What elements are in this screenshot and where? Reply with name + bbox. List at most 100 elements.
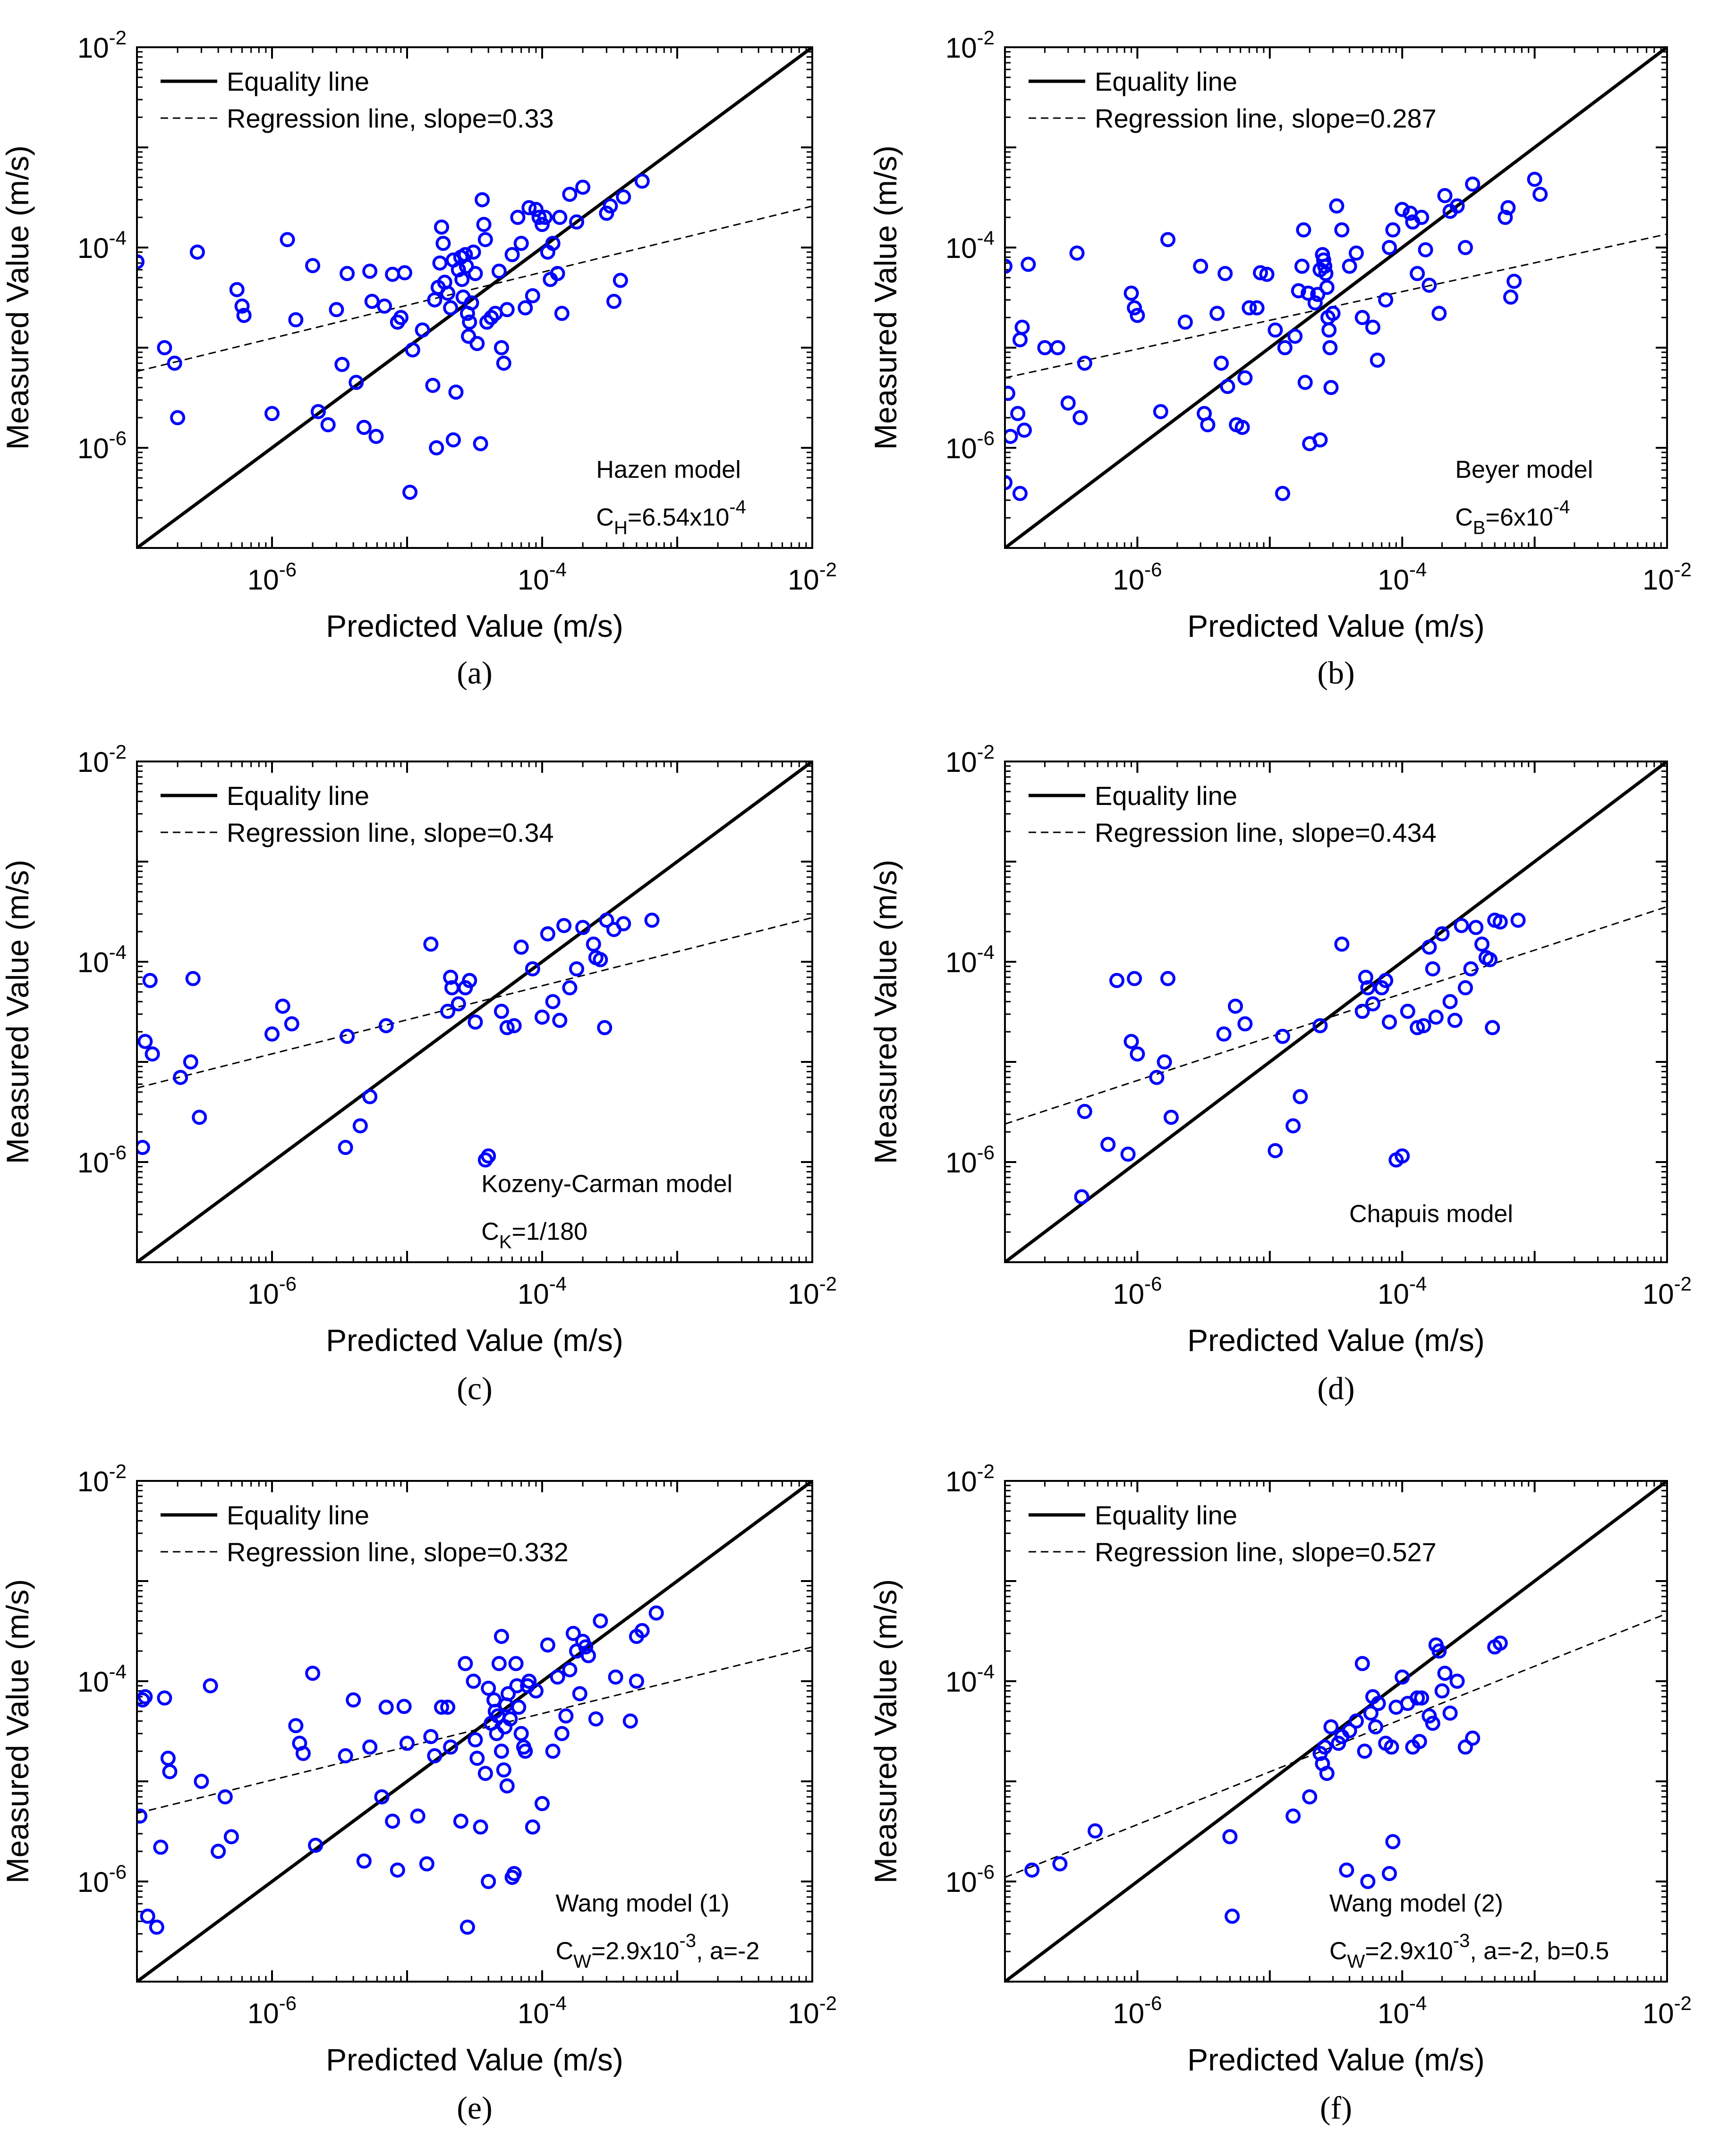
data-point bbox=[1021, 257, 1036, 272]
regression-line bbox=[137, 205, 812, 372]
annotation-part: C bbox=[596, 504, 614, 531]
data-point bbox=[377, 299, 392, 314]
y-tick-label: 10-4 bbox=[945, 941, 995, 978]
data-point bbox=[1285, 1118, 1301, 1134]
data-point bbox=[1214, 355, 1229, 371]
data-point bbox=[236, 308, 252, 323]
data-point bbox=[423, 1729, 439, 1745]
data-point bbox=[1410, 1020, 1425, 1035]
y-axis-label: Measured Value (m/s) bbox=[0, 860, 35, 1164]
data-point bbox=[496, 1762, 511, 1778]
y-tick-base: 10 bbox=[77, 746, 109, 778]
x-tick-label: 10-2 bbox=[1642, 1273, 1692, 1310]
data-point bbox=[338, 1140, 353, 1155]
data-point bbox=[528, 1683, 544, 1699]
annotation-part: W bbox=[1347, 1951, 1365, 1972]
data-point bbox=[352, 1118, 368, 1134]
annotation-part: =1/180 bbox=[512, 1218, 588, 1245]
data-point bbox=[162, 1764, 178, 1779]
y-tick-label: 10-2 bbox=[77, 741, 127, 778]
data-point bbox=[425, 377, 441, 393]
y-tick-exp: -4 bbox=[977, 1660, 995, 1683]
data-point bbox=[453, 1813, 468, 1829]
data-point bbox=[1012, 486, 1028, 501]
y-axis-label: Measured Value (m/s) bbox=[868, 860, 903, 1164]
data-point bbox=[1319, 280, 1335, 295]
data-point bbox=[1465, 1730, 1481, 1746]
data-point bbox=[288, 1718, 304, 1734]
data-point bbox=[481, 1148, 496, 1164]
data-point bbox=[390, 1862, 405, 1878]
annotation-part: =2.9x10 bbox=[591, 1937, 680, 1965]
y-axis-label: Measured Value (m/s) bbox=[0, 1579, 35, 1883]
data-point bbox=[305, 258, 321, 274]
data-point bbox=[510, 210, 526, 225]
data-points bbox=[1005, 171, 1548, 501]
data-point bbox=[362, 1089, 378, 1104]
data-point bbox=[1474, 936, 1490, 952]
data-point bbox=[468, 266, 483, 282]
data-point bbox=[434, 219, 450, 235]
data-point bbox=[475, 192, 490, 207]
x-tick-label: 10-4 bbox=[1378, 1992, 1427, 2029]
y-tick-exp: -6 bbox=[109, 1861, 127, 1883]
data-point bbox=[1060, 395, 1076, 411]
y-tick-base: 10 bbox=[945, 32, 977, 64]
data-point bbox=[1368, 1719, 1383, 1735]
data-point bbox=[1225, 1908, 1240, 1924]
data-point bbox=[513, 940, 529, 955]
data-point bbox=[1259, 266, 1275, 282]
data-point bbox=[629, 1674, 644, 1689]
data-point bbox=[562, 1662, 578, 1677]
annotation-part: Hazen model bbox=[596, 456, 740, 484]
data-point bbox=[1421, 1708, 1437, 1724]
data-point bbox=[448, 385, 464, 400]
data-point bbox=[1291, 283, 1306, 299]
data-point bbox=[1447, 1013, 1463, 1028]
data-point bbox=[540, 1637, 555, 1653]
data-point bbox=[1163, 1110, 1179, 1125]
annotation-part: H bbox=[614, 517, 628, 538]
panel-caption: (c) bbox=[457, 1370, 492, 1406]
data-point bbox=[1294, 258, 1310, 274]
data-point bbox=[400, 1736, 415, 1751]
x-tick-label: 10-4 bbox=[518, 558, 567, 596]
data-point bbox=[1297, 375, 1313, 390]
data-point bbox=[1014, 319, 1030, 335]
data-point bbox=[525, 1819, 540, 1835]
data-point bbox=[1395, 202, 1410, 217]
data-point bbox=[368, 428, 384, 444]
data-point bbox=[157, 1690, 172, 1706]
data-point bbox=[145, 1046, 160, 1062]
data-point bbox=[284, 1016, 299, 1032]
legend-equality-label: Equality line bbox=[1095, 781, 1237, 811]
data-point bbox=[476, 217, 492, 232]
model-annotation: Chapuis model bbox=[1349, 1200, 1513, 1228]
data-point bbox=[644, 913, 660, 928]
data-point bbox=[1482, 952, 1498, 967]
data-point bbox=[545, 236, 561, 251]
data-point bbox=[1100, 1137, 1116, 1152]
y-tick-label: 10-2 bbox=[945, 1460, 995, 1497]
y-tick-label: 10-2 bbox=[945, 26, 995, 64]
data-point bbox=[340, 266, 355, 282]
data-point bbox=[1384, 1739, 1399, 1755]
legend-equality-label: Equality line bbox=[227, 1500, 369, 1530]
data-point bbox=[1322, 340, 1338, 355]
data-point bbox=[1434, 926, 1450, 941]
data-point bbox=[1354, 1656, 1370, 1671]
data-point bbox=[1227, 999, 1243, 1014]
data-point bbox=[1160, 971, 1176, 986]
annotation-part: Kozeny-Carman model bbox=[481, 1171, 732, 1198]
x-axis-label: Predicted Value (m/s) bbox=[1187, 2042, 1485, 2077]
data-point bbox=[1120, 1146, 1136, 1162]
data-point bbox=[1395, 1148, 1410, 1164]
data-point bbox=[1012, 332, 1028, 348]
x-tick-base: 10 bbox=[788, 1278, 819, 1310]
data-point bbox=[473, 436, 488, 452]
data-point bbox=[356, 419, 372, 435]
panel-caption: (b) bbox=[1317, 655, 1354, 691]
y-tick-base: 10 bbox=[945, 433, 977, 464]
x-tick-exp: -2 bbox=[819, 1273, 837, 1295]
